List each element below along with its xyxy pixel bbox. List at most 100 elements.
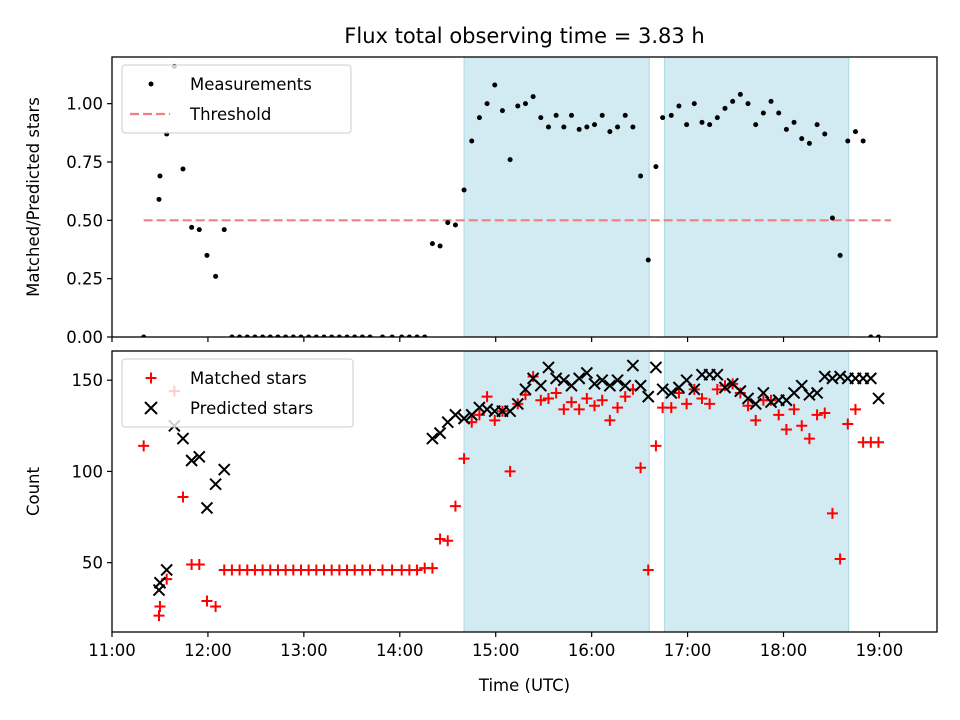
chart-title: Flux total observing time = 3.83 h (344, 24, 704, 48)
legend: Measurements Threshold (121, 64, 352, 134)
data-point (461, 187, 467, 193)
data-point (193, 558, 205, 570)
data-point (576, 126, 582, 132)
data-point (749, 397, 762, 411)
y-tick-label: 100 (72, 462, 104, 481)
legend-label: Measurements (190, 75, 312, 94)
x-tick-label: 15:00 (472, 641, 520, 660)
data-point (584, 124, 590, 130)
data-point (776, 110, 782, 116)
axes-frame (111, 350, 938, 633)
data-point (429, 241, 435, 247)
data-point (572, 372, 586, 385)
data-point (826, 507, 838, 519)
data-point (580, 366, 594, 380)
data-point (680, 373, 693, 387)
data-point (741, 392, 755, 405)
data-point (842, 418, 854, 430)
data-point (530, 94, 536, 100)
data-point (522, 101, 528, 107)
data-point (595, 373, 609, 387)
data-point (653, 164, 659, 170)
data-point (829, 215, 835, 221)
data-point (757, 386, 770, 400)
data-point (845, 138, 851, 144)
data-point (180, 166, 186, 172)
data-point (550, 387, 562, 399)
y-tick-label: 50 (82, 554, 103, 573)
data-point (773, 409, 785, 421)
data-point (566, 396, 578, 408)
data-point (665, 386, 678, 400)
data-point (193, 450, 206, 464)
data-point (534, 379, 548, 392)
data-point (581, 392, 593, 404)
y-tick-label: 0.25 (66, 270, 103, 289)
data-point (504, 465, 516, 477)
data-point (386, 564, 398, 576)
y-tick-label: 150 (72, 371, 104, 390)
y-axis-label: Matched/Predicted stars (24, 97, 43, 297)
data-point (196, 227, 202, 233)
data-point (783, 126, 789, 132)
data-point (780, 423, 792, 435)
x-tick-label: 16:00 (568, 641, 616, 660)
data-point (511, 397, 524, 411)
data-point (619, 379, 632, 392)
data-point (650, 440, 662, 452)
data-point (612, 402, 624, 414)
data-point (449, 408, 462, 422)
data-point (730, 98, 736, 104)
data-point (810, 386, 824, 400)
data-point (656, 383, 669, 396)
data-point (538, 115, 544, 121)
data-point (221, 227, 227, 233)
data-point (750, 414, 762, 426)
data-point (492, 82, 498, 88)
data-point (542, 361, 555, 374)
data-point (573, 403, 585, 415)
data-point (604, 414, 616, 426)
data-point (704, 398, 716, 410)
data-point (469, 138, 475, 144)
legend-label: Matched stars (190, 369, 307, 388)
data-point (364, 564, 376, 576)
data-point (449, 500, 461, 512)
data-point (558, 403, 570, 415)
data-point (596, 394, 608, 406)
data-point (445, 220, 451, 226)
data-point (210, 600, 222, 612)
data-point (157, 173, 163, 179)
data-point (849, 403, 861, 415)
x-tick-label: 14:00 (376, 641, 424, 660)
x-axis-label: Time (UTC) (478, 676, 570, 695)
data-point (515, 103, 521, 109)
y-axis-label: Count (24, 466, 43, 516)
data-point (660, 115, 666, 121)
data-point (615, 124, 621, 130)
observing-window-shade (664, 350, 850, 633)
data-point (630, 124, 636, 130)
data-point (795, 379, 808, 392)
y-tick-label: 0.75 (66, 153, 103, 172)
data-point (204, 252, 210, 258)
data-point (668, 112, 674, 118)
data-point (507, 157, 513, 163)
data-point (557, 373, 571, 387)
data-point (549, 372, 563, 385)
x-tick-label: 19:00 (856, 641, 904, 660)
data-point (799, 136, 805, 142)
data-point (201, 595, 213, 607)
data-point (803, 433, 815, 445)
data-point (707, 122, 713, 128)
data-point (473, 401, 486, 414)
data-point (699, 119, 705, 125)
data-point (638, 173, 644, 179)
x-tick-label: 11:00 (88, 641, 136, 660)
data-point (714, 115, 720, 121)
data-point (814, 122, 820, 128)
data-point (864, 372, 878, 385)
data-point (527, 371, 539, 383)
x-tick-label: 18:00 (760, 641, 808, 660)
